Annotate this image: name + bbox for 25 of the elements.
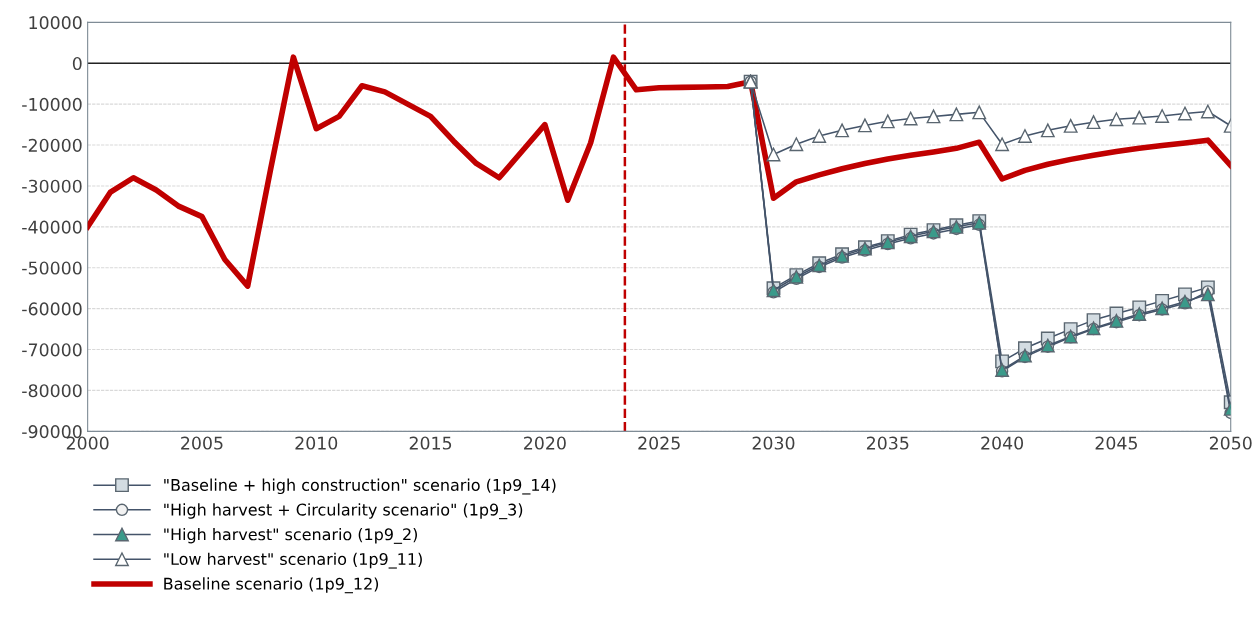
x-tick-label: 2040 — [981, 436, 1024, 450]
x-tick-label: 2015 — [409, 436, 452, 450]
x-tick-label: 2005 — [181, 436, 223, 450]
legend-label: Baseline scenario (1p9_12) — [164, 577, 379, 594]
legend-label: "High harvest + Circularity scenario" (1p9_3) — [164, 503, 523, 520]
y-tick-label: -30000 — [22, 179, 82, 193]
legend-label: "High harvest" scenario (1p9_2) — [164, 527, 417, 544]
x-tick-label: 2025 — [638, 436, 680, 450]
x-tick-label: 2020 — [524, 436, 566, 450]
y-tick-label: -50000 — [22, 261, 82, 275]
y-tick-label: -80000 — [22, 384, 82, 398]
legend-label: "Low harvest" scenario (1p9_11) — [164, 552, 422, 569]
x-tick-label: 2050 — [1209, 436, 1252, 450]
y-tick-label: -60000 — [22, 302, 82, 316]
y-tick-label: -10000 — [22, 97, 82, 111]
legend-label: "Baseline + high construction" scenario (1p9_14) — [164, 478, 556, 495]
y-tick-label: -70000 — [22, 343, 82, 357]
x-tick-label: 2035 — [866, 436, 909, 450]
x-tick-label: 2045 — [1095, 436, 1137, 450]
x-tick-label: 2030 — [752, 436, 795, 450]
x-tick-label: 2010 — [295, 436, 338, 450]
y-tick-label: -20000 — [22, 138, 82, 152]
y-tick-label: 10000 — [29, 16, 82, 30]
y-tick-label: -40000 — [22, 220, 82, 234]
y-tick-label: 0 — [72, 56, 82, 71]
